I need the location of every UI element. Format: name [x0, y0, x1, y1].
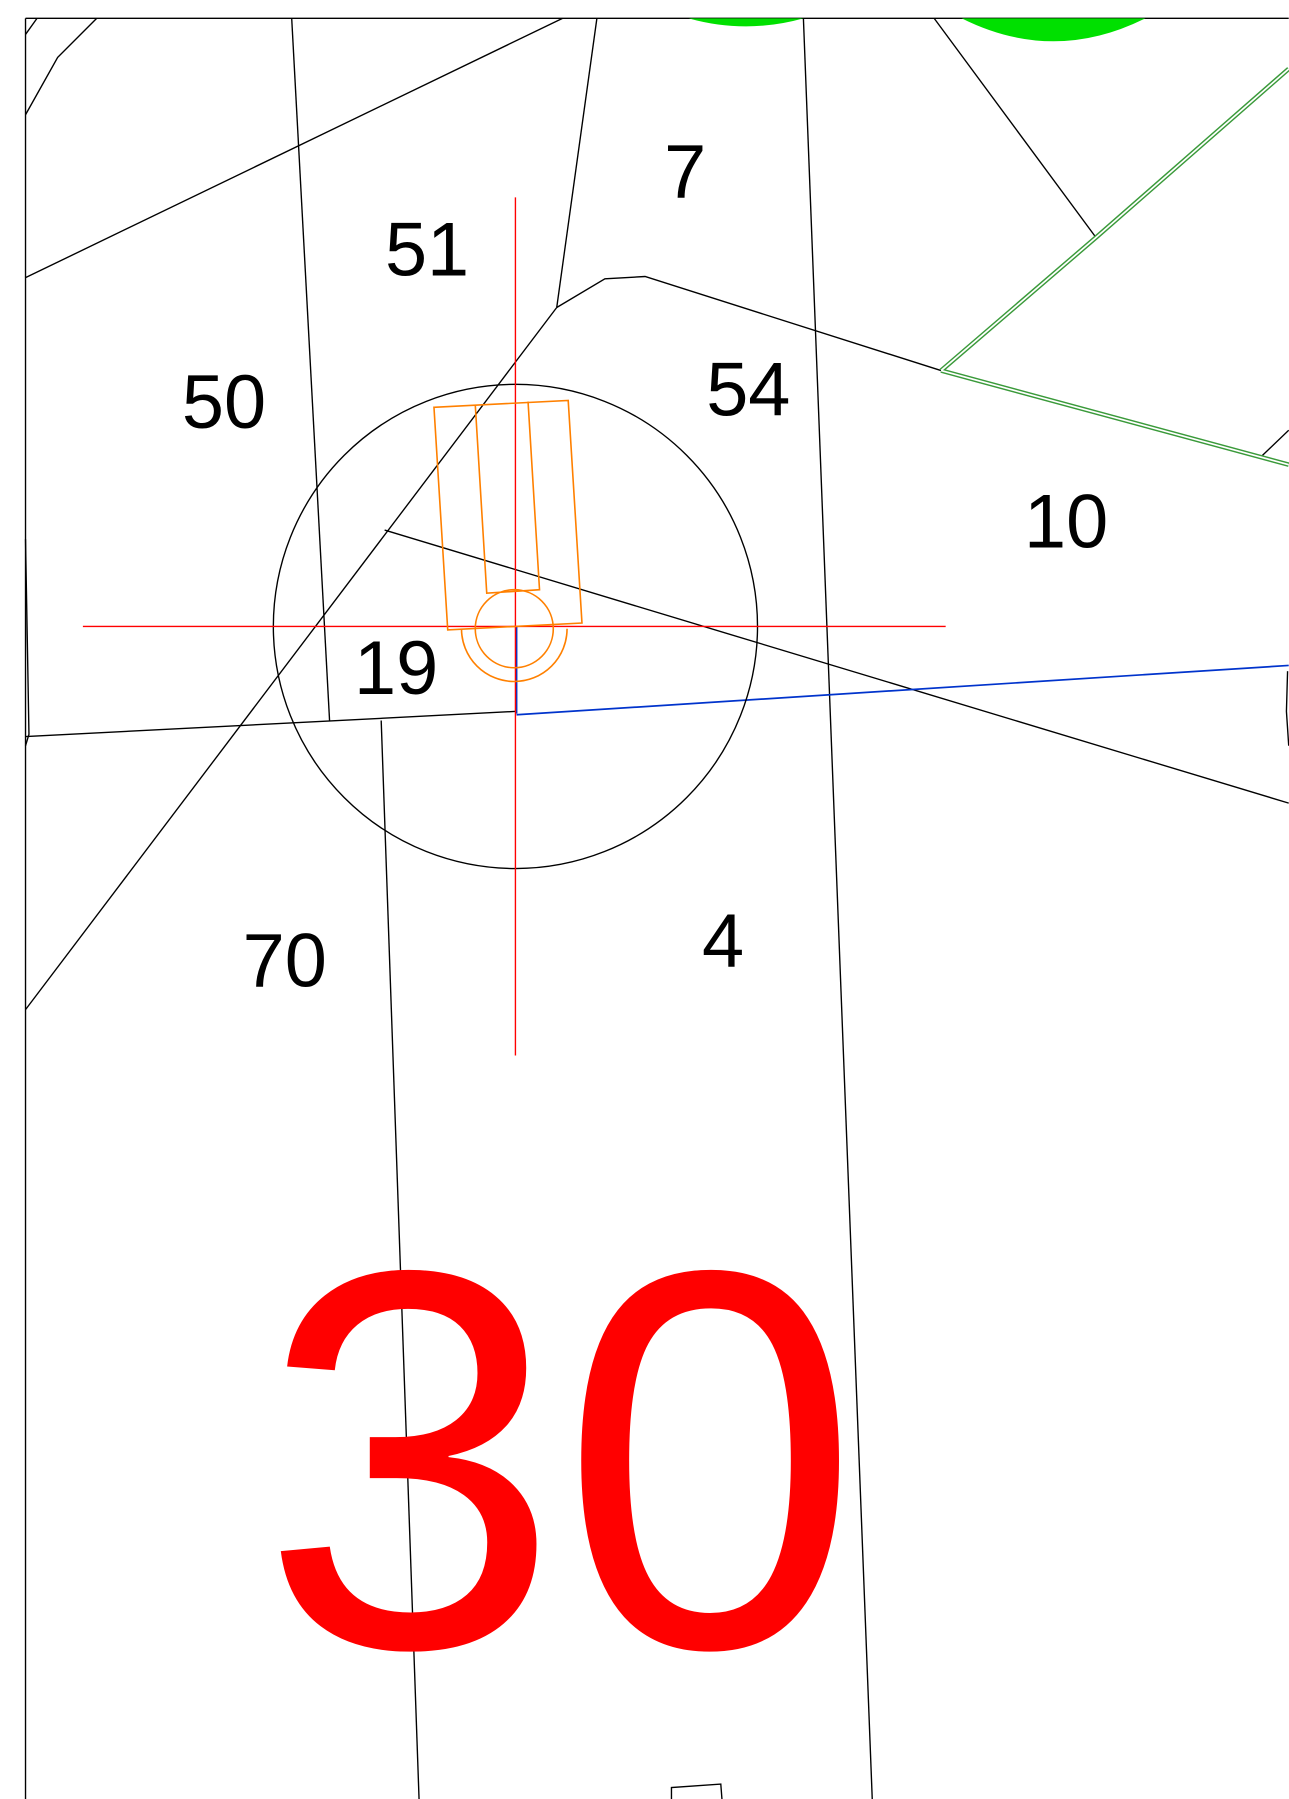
blue-line	[516, 664, 1289, 716]
structure-outline	[433, 399, 583, 683]
parcel-label: 51	[385, 207, 469, 292]
parcel-boundaries	[24, 17, 1289, 1799]
parcel-label: 70	[243, 919, 327, 1004]
parcel-label: 7	[664, 129, 706, 214]
parcel-label: 19	[354, 626, 438, 711]
parcel-label: 4	[702, 899, 744, 984]
green-features	[688, 18, 1289, 467]
parcel-label: 50	[182, 360, 266, 445]
zone-label: 30	[260, 1159, 860, 1761]
parcel-label: 10	[1024, 479, 1108, 564]
parcel-label: 54	[706, 347, 790, 432]
parcel-labels: 7 51 50 54 10 19 70 4	[182, 129, 1108, 1003]
